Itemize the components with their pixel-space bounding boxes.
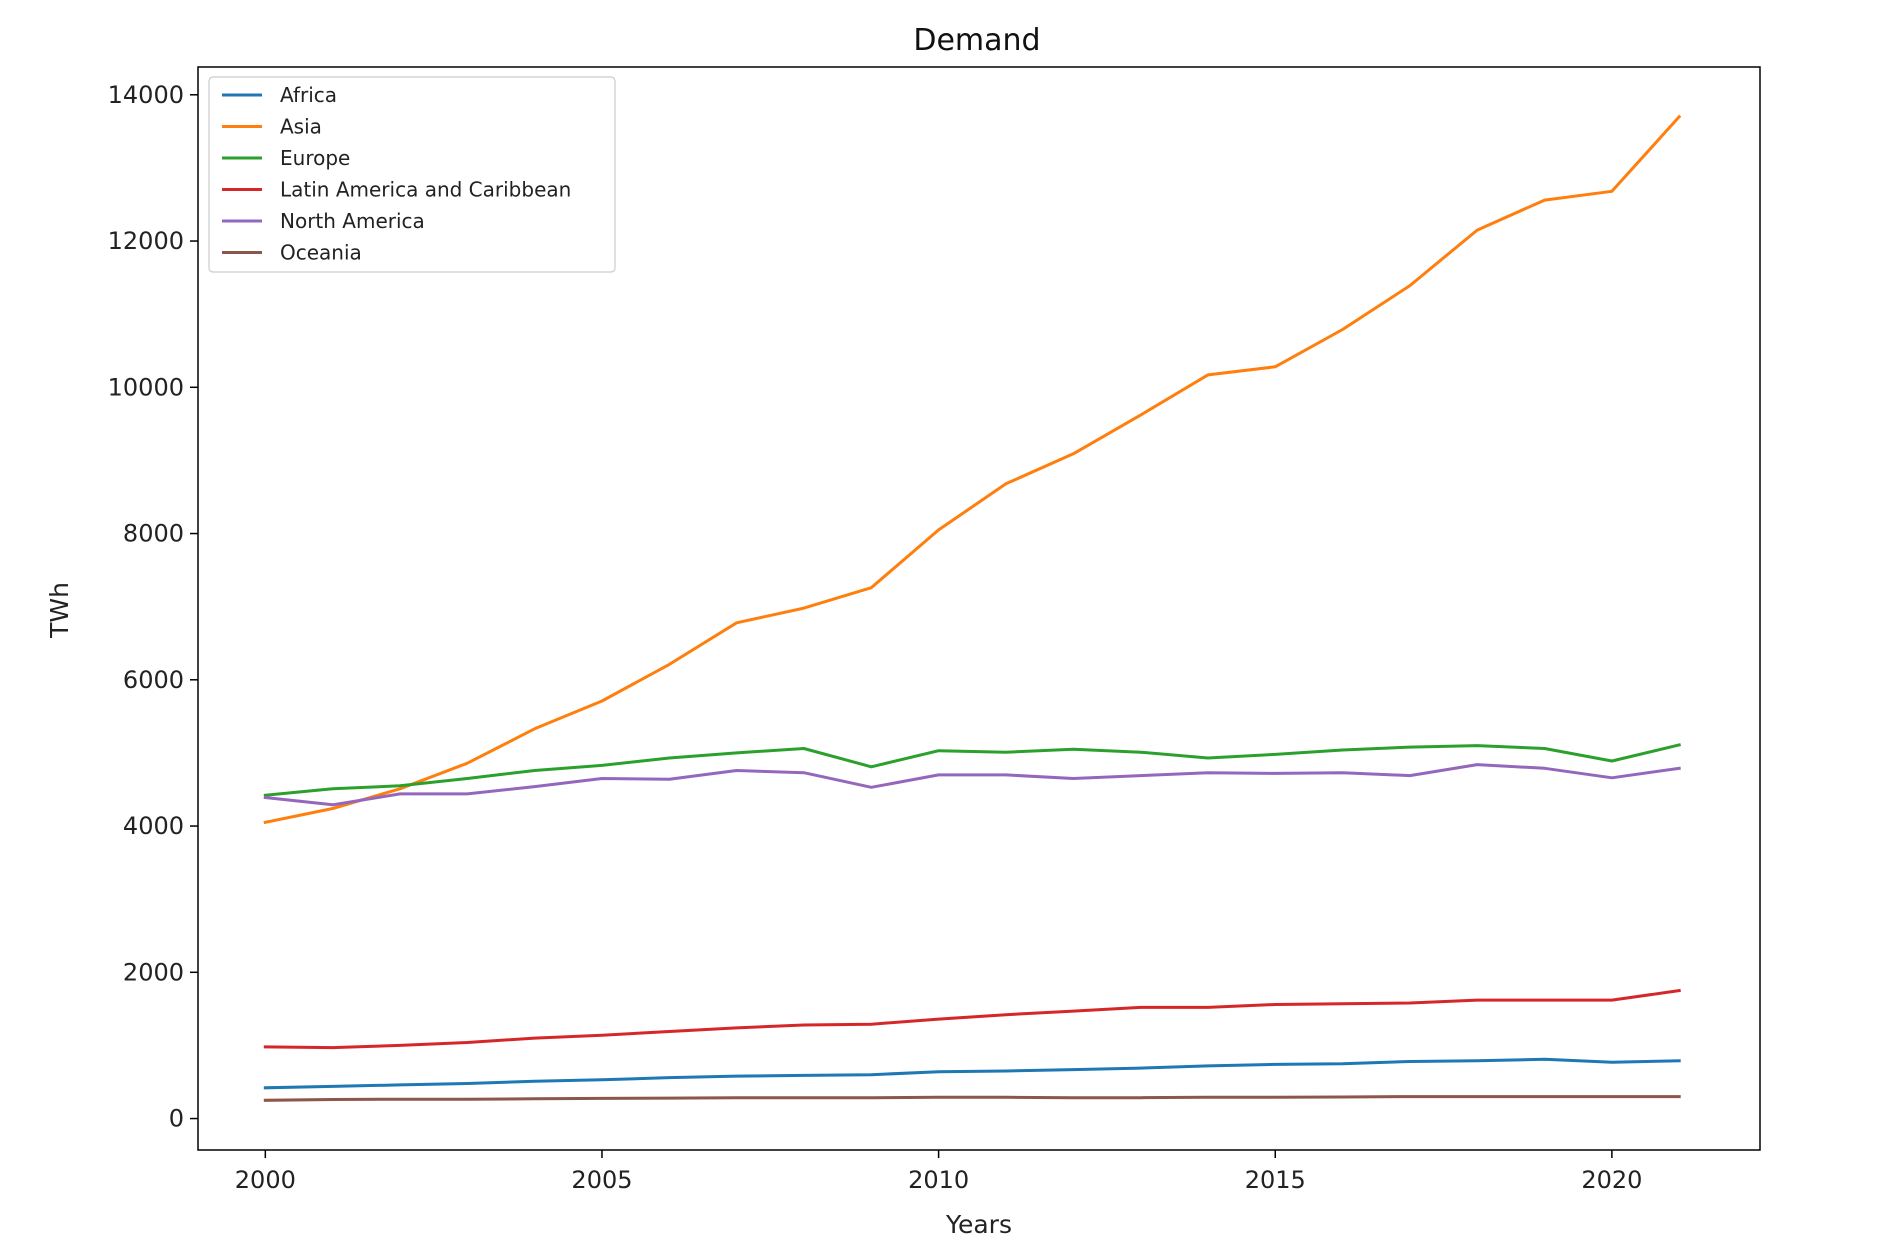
series-line-africa	[263, 1057, 1681, 1090]
legend-label-europe: Europe	[280, 146, 350, 170]
series-line-oceania	[263, 1095, 1681, 1102]
y-tick-label: 2000	[123, 958, 184, 986]
series-line-latin-america-and-caribbean	[263, 988, 1681, 1050]
y-tick-label: 0	[169, 1105, 184, 1133]
y-tick-label: 12000	[108, 227, 184, 255]
legend-label-africa: Africa	[280, 83, 337, 107]
plot-frame	[197, 66, 1761, 1151]
series-lines	[263, 114, 1682, 1102]
y-tick-label: 10000	[108, 373, 184, 401]
legend-label-north-america: North America	[280, 209, 425, 233]
x-tick-label: 2005	[571, 1166, 632, 1194]
x-tick-label: 2010	[908, 1166, 969, 1194]
legend-label-oceania: Oceania	[280, 241, 362, 265]
x-axis-label: Years	[945, 1210, 1012, 1239]
legend-label-asia: Asia	[280, 115, 322, 139]
series-line-asia	[263, 114, 1682, 825]
y-axis-label: TWh	[45, 582, 74, 639]
y-axis-ticks: 0 2000 4000 6000 8000 10000 12000 14000	[108, 81, 198, 1133]
x-tick-label: 2000	[235, 1166, 296, 1194]
series-line-north-america	[263, 763, 1681, 807]
x-axis-ticks: 2000 2005 2010 2015 2020	[235, 1150, 1642, 1194]
legend-frame	[208, 76, 616, 273]
chart-title: Demand	[913, 23, 1040, 58]
y-tick-label: 8000	[123, 520, 184, 548]
legend-items: Africa Asia Europe Latin America and Caribb…	[222, 83, 571, 265]
x-tick-label: 2015	[1245, 1166, 1306, 1194]
y-tick-label: 14000	[108, 81, 184, 109]
y-tick-label: 6000	[123, 666, 184, 694]
x-tick-label: 2020	[1581, 1166, 1642, 1194]
y-tick-label: 4000	[123, 812, 184, 840]
legend-label-latin-america-and-caribbean: Latin America and Caribbean	[280, 178, 571, 202]
legend: Africa Asia Europe Latin America and Caribb…	[208, 76, 616, 273]
series-line-europe	[263, 743, 1682, 797]
